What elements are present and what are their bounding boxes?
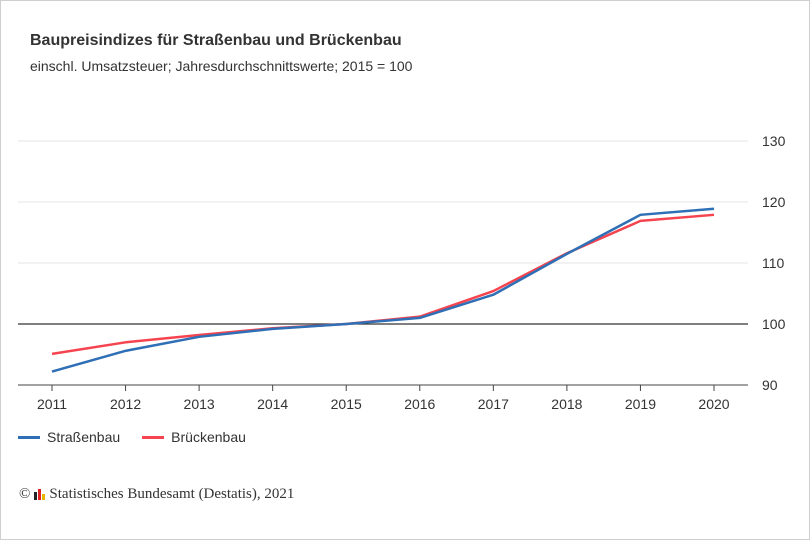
source-note: © Statistisches Bundesamt (Destatis), 20… [19, 486, 294, 503]
legend-label: Brückenbau [171, 429, 246, 445]
x-tick-label: 2018 [551, 396, 582, 412]
y-tick-label: 100 [762, 316, 786, 332]
destatis-logo-icon [34, 489, 46, 500]
x-tick-label: 2011 [37, 396, 67, 412]
series-line-straßenbau [51, 207, 715, 373]
legend: Straßenbau Brückenbau [18, 429, 246, 445]
legend-swatch [18, 435, 40, 439]
y-tick-label: 110 [762, 255, 785, 271]
legend-item-brueckenbau[interactable]: Brückenbau [142, 429, 246, 445]
y-tick-label: 130 [762, 133, 786, 149]
legend-swatch [142, 435, 165, 439]
x-tick-label: 2017 [478, 396, 509, 412]
x-tick-label: 2016 [404, 396, 435, 412]
y-tick-label: 120 [762, 194, 786, 210]
chart-subtitle: einschl. Umsatzsteuer; Jahresdurchschnit… [30, 58, 413, 74]
y-tick-label: 90 [762, 377, 778, 393]
series-line-brückenbau [51, 213, 715, 356]
x-tick-label: 2012 [110, 396, 141, 412]
x-tick-label: 2013 [184, 396, 215, 412]
x-tick-label: 2015 [331, 396, 362, 412]
legend-item-strassenbau[interactable]: Straßenbau [18, 429, 120, 445]
source-text: Statistisches Bundesamt (Destatis), 2021 [49, 486, 295, 502]
copyright-symbol: © [19, 486, 31, 502]
x-tick-label: 2014 [257, 396, 288, 412]
chart-title: Baupreisindizes für Straßenbau und Brück… [30, 32, 402, 49]
x-tick-label: 2020 [698, 396, 729, 412]
x-tick-label: 2019 [625, 396, 656, 412]
legend-label: Straßenbau [47, 429, 121, 445]
